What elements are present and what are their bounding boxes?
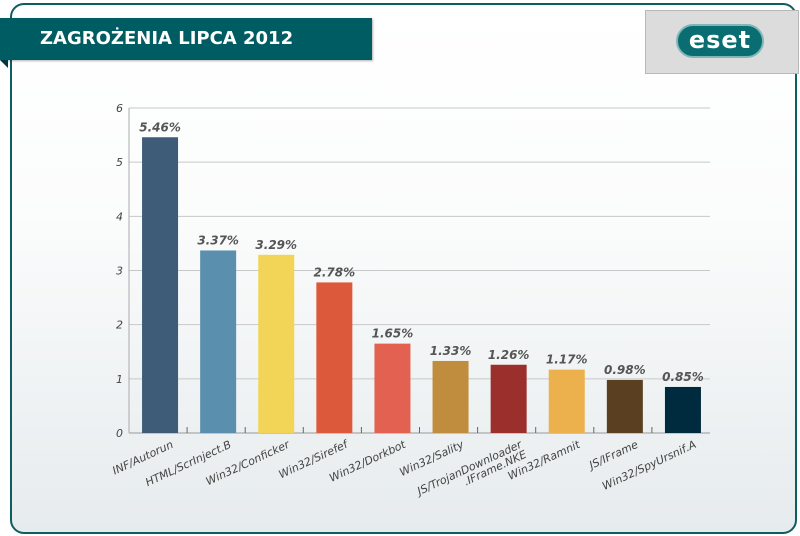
data-label: 1.65%: [372, 327, 414, 341]
chart-title: ZAGROŻENIA LIPCA 2012: [40, 28, 294, 49]
bar: [432, 360, 469, 433]
bar: [664, 386, 701, 433]
bar: [606, 379, 643, 433]
eset-logo: eset: [676, 24, 764, 58]
y-tick-label: 2: [116, 319, 123, 332]
data-label: 1.26%: [488, 348, 530, 362]
chart-frame: [10, 3, 797, 534]
y-tick-label: 4: [116, 210, 123, 223]
banner-fold: [0, 60, 8, 68]
y-tick-label: 1: [116, 373, 123, 386]
data-label: 1.33%: [430, 344, 472, 358]
title-banner: [0, 18, 372, 60]
y-tick-label: 0: [116, 427, 123, 440]
data-label: 5.46%: [139, 120, 181, 134]
data-label: 0.85%: [662, 370, 704, 384]
data-label: 3.29%: [255, 238, 297, 252]
bar: [548, 369, 585, 433]
bar: [316, 282, 353, 433]
y-tick-label: 5: [116, 156, 123, 169]
bar: [200, 250, 237, 433]
bar: [258, 254, 295, 433]
bar: [374, 343, 411, 433]
y-tick-label: 3: [116, 265, 123, 278]
data-label: 0.98%: [604, 363, 646, 377]
data-label: 1.17%: [546, 353, 588, 367]
bar: [142, 137, 179, 433]
data-label: 3.37%: [197, 233, 239, 247]
data-label: 2.78%: [314, 265, 356, 279]
y-tick-label: 6: [116, 102, 123, 115]
bar: [490, 364, 527, 433]
